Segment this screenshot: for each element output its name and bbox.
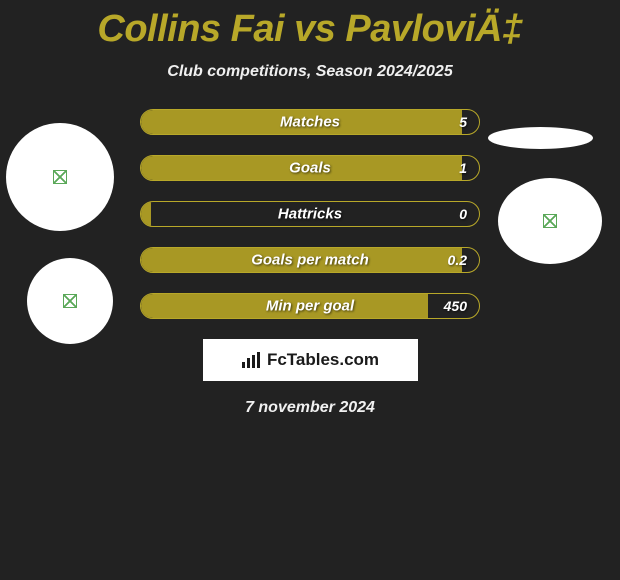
stat-bar-label: Matches <box>141 114 479 131</box>
logo-box: FcTables.com <box>203 339 418 381</box>
stat-bar: Hattricks0 <box>140 201 480 227</box>
stat-bar-label: Goals per match <box>141 252 479 269</box>
avatar-placeholder <box>6 123 114 231</box>
stat-bar-value: 1 <box>459 160 467 176</box>
stat-bar-value: 0 <box>459 206 467 222</box>
stat-bar-label: Hattricks <box>141 206 479 223</box>
stat-bar: Matches5 <box>140 109 480 135</box>
avatar-placeholder <box>498 178 602 264</box>
broken-image-icon <box>543 214 557 228</box>
footer-date: 7 november 2024 <box>0 399 620 417</box>
broken-image-icon <box>53 170 67 184</box>
stat-bar-value: 0.2 <box>448 252 467 268</box>
logo-text: FcTables.com <box>267 350 379 370</box>
stat-bar-label: Min per goal <box>141 298 479 315</box>
stat-bar-label: Goals <box>141 160 479 177</box>
avatar-placeholder <box>27 258 113 344</box>
subtitle: Club competitions, Season 2024/2025 <box>0 63 620 81</box>
stat-bar: Goals per match0.2 <box>140 247 480 273</box>
stat-bar: Goals1 <box>140 155 480 181</box>
logo-chart-icon <box>241 351 263 369</box>
broken-image-icon <box>63 294 77 308</box>
stat-bar-value: 450 <box>444 298 467 314</box>
page-title: Collins Fai vs PavloviÄ‡ <box>0 0 620 51</box>
stat-bar-value: 5 <box>459 114 467 130</box>
stat-bar: Min per goal450 <box>140 293 480 319</box>
decorative-ellipse <box>488 127 593 149</box>
stats-bars: Matches5Goals1Hattricks0Goals per match0… <box>140 109 480 319</box>
